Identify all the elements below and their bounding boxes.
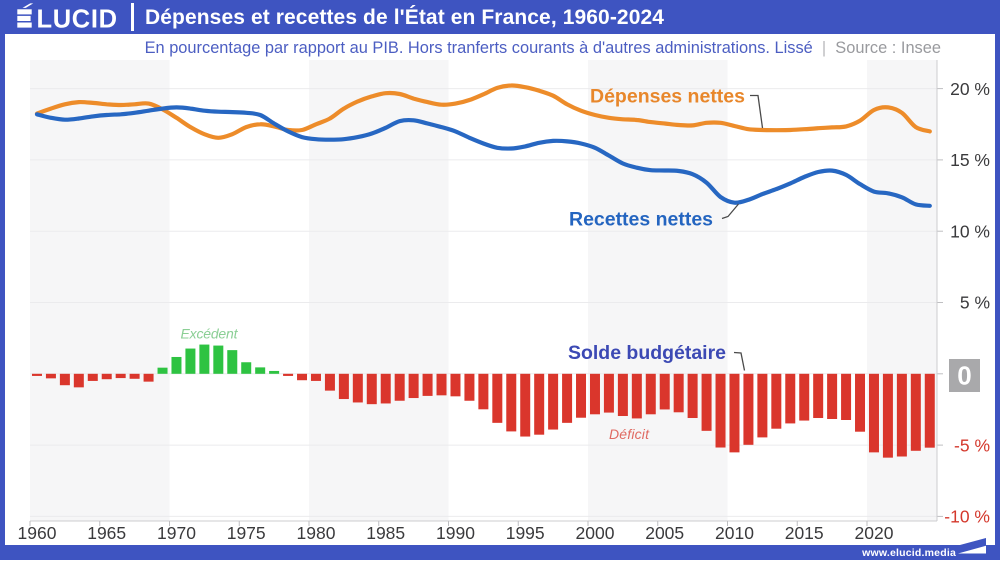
svg-text:1975: 1975 <box>227 523 266 543</box>
svg-text:5 %: 5 % <box>960 293 990 313</box>
svg-text:20 %: 20 % <box>950 79 990 99</box>
svg-text:1995: 1995 <box>506 523 545 543</box>
svg-text:2020: 2020 <box>855 523 894 543</box>
svg-text:2000: 2000 <box>576 523 615 543</box>
svg-text:Excédent: Excédent <box>181 326 239 342</box>
svg-text:LUCID: LUCID <box>37 6 118 34</box>
svg-text:-10 %: -10 % <box>944 507 990 527</box>
svg-text:1985: 1985 <box>366 523 405 543</box>
svg-text:15 %: 15 % <box>950 150 990 170</box>
svg-text:1970: 1970 <box>157 523 196 543</box>
svg-text:0: 0 <box>957 361 971 391</box>
svg-text:10 %: 10 % <box>950 221 990 241</box>
svg-text:1965: 1965 <box>87 523 126 543</box>
svg-text:1980: 1980 <box>297 523 336 543</box>
svg-text:Solde budgétaire: Solde budgétaire <box>568 342 726 364</box>
svg-text:1990: 1990 <box>436 523 475 543</box>
svg-text:2005: 2005 <box>645 523 684 543</box>
svg-text:2010: 2010 <box>715 523 754 543</box>
svg-text:-5 %: -5 % <box>954 435 990 455</box>
svg-text:Recettes nettes: Recettes nettes <box>569 209 713 231</box>
svg-text:1960: 1960 <box>18 523 57 543</box>
svg-text:2015: 2015 <box>785 523 824 543</box>
svg-text:Déficit: Déficit <box>609 426 650 442</box>
svg-text:Dépenses nettes: Dépenses nettes <box>590 86 745 108</box>
